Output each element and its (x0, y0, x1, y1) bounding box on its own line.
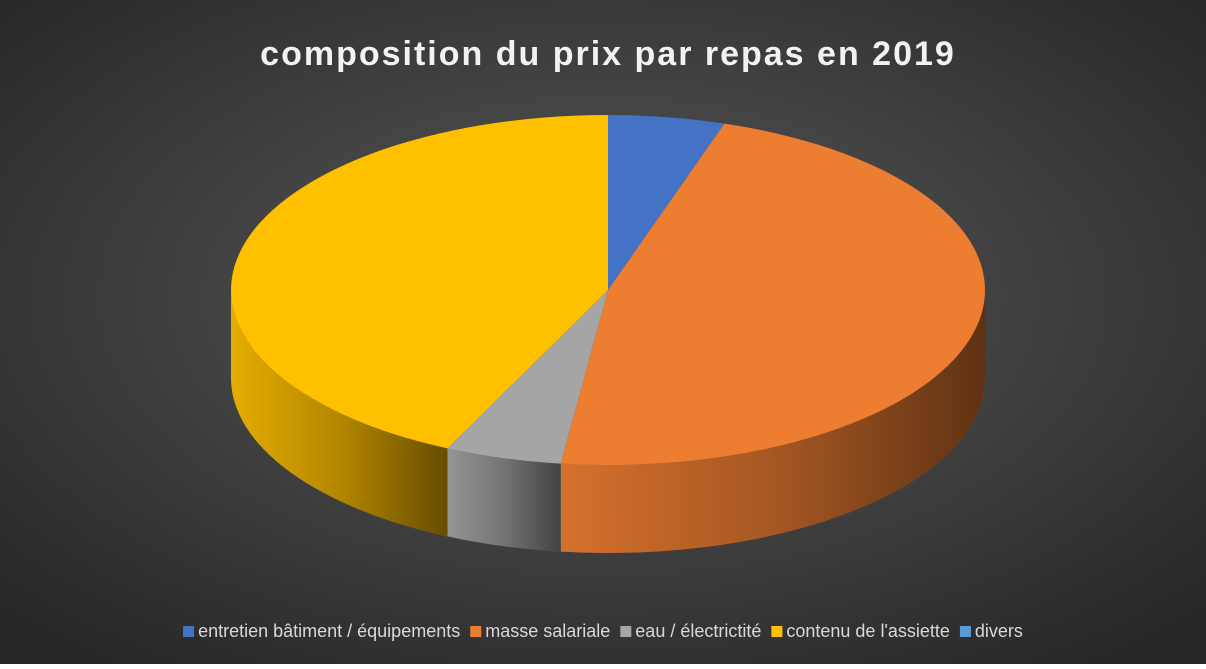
legend-swatch (470, 626, 482, 637)
slice (560, 123, 986, 466)
legend-label: divers (975, 621, 1023, 641)
slice-side-shade (231, 290, 448, 537)
slice (608, 115, 725, 290)
slice (447, 290, 608, 464)
slice-side-shade (560, 290, 985, 553)
legend-swatch (620, 626, 632, 637)
legend-swatch (183, 626, 195, 637)
legend-label: masse salariale (485, 621, 610, 641)
legend-label: entretien bâtiment / équipements (198, 621, 460, 641)
legend-label: eau / électrictité (635, 621, 761, 641)
slice-side-shade (447, 448, 561, 552)
legend-swatch (771, 626, 783, 637)
legend-label: contenu de l'assiette (786, 621, 950, 641)
chart-title: composition du prix par repas en 2019 (260, 35, 956, 73)
legend-swatch (959, 626, 971, 637)
slice (231, 115, 609, 449)
